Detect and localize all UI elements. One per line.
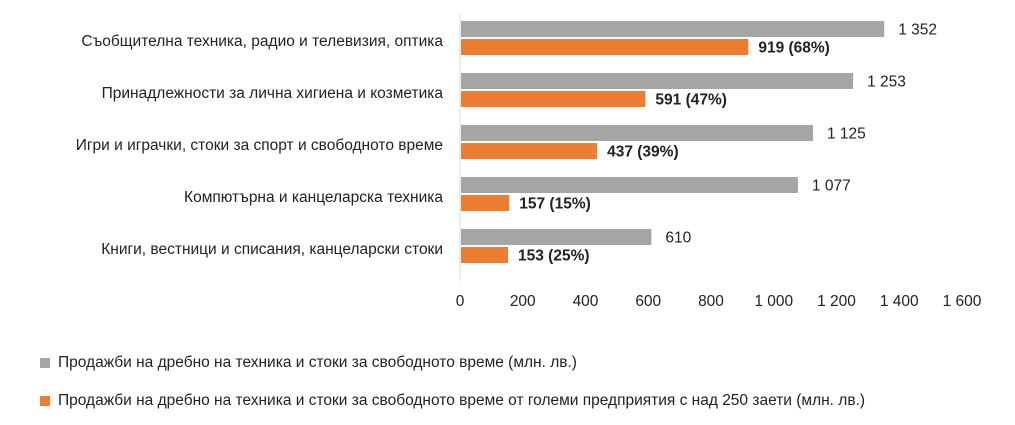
- x-tick-label: 600: [635, 293, 661, 310]
- bar-large-enterprises: [461, 39, 749, 55]
- data-label: 919 (68%): [758, 40, 830, 57]
- x-tick-label: 1 200: [817, 293, 856, 310]
- legend-label-series-2: Продажби на дребно на техника и стоки за…: [58, 392, 866, 409]
- category-labels: Съобщителна техника, радио и телевизия, …: [76, 33, 444, 258]
- x-tick-label: 0: [456, 293, 465, 310]
- x-tick-label: 200: [510, 293, 536, 310]
- data-labels: 1 352 919 (68%) 1 253 591 (47%) 1 125 437 (39…: [518, 22, 937, 265]
- bar-total: [461, 73, 854, 89]
- x-axis-tick-labels: 0 200 400 600 800 1 000 1 200 1 400 1 600: [456, 293, 982, 310]
- bar-large-enterprises: [461, 247, 509, 263]
- data-label: 1 077: [812, 178, 851, 195]
- bar-large-enterprises: [461, 195, 510, 211]
- legend-item-series-1: Продажби на дребно на техника и стоки за…: [40, 354, 577, 372]
- bar-large-enterprises: [461, 143, 598, 159]
- data-label: 1 253: [867, 74, 906, 91]
- x-tick-label: 400: [573, 293, 599, 310]
- category-label: Игри и играчки, стоки за спорт и свободн…: [76, 137, 443, 154]
- category-label: Книги, вестници и списания, канцеларски …: [101, 241, 443, 258]
- legend-item-series-2: Продажби на дребно на техника и стоки за…: [40, 392, 865, 410]
- bar-total: [461, 125, 813, 141]
- legend-swatch-orange: [40, 396, 50, 406]
- bar-total: [461, 229, 652, 245]
- category-label: Компютърна и канцеларска техника: [184, 189, 443, 206]
- bar-total: [461, 21, 885, 37]
- data-label: 591 (47%): [655, 92, 727, 109]
- data-label: 157 (15%): [519, 196, 591, 213]
- x-tick-label: 800: [698, 293, 724, 310]
- category-label: Принадлежности за лична хигиена и козмет…: [102, 85, 444, 102]
- data-label: 153 (25%): [518, 248, 590, 265]
- data-label: 1 352: [898, 22, 937, 39]
- x-tick-label: 1 400: [880, 293, 919, 310]
- x-tick-label: 1 000: [754, 293, 793, 310]
- x-tick-label: 1 600: [943, 293, 982, 310]
- bars: [461, 21, 885, 263]
- category-label: Съобщителна техника, радио и телевизия, …: [81, 33, 443, 50]
- bar-large-enterprises: [461, 91, 646, 107]
- data-label: 1 125: [827, 126, 866, 143]
- bar-total: [461, 177, 798, 193]
- legend-label-series-1: Продажби на дребно на техника и стоки за…: [58, 354, 577, 371]
- legend-swatch-gray: [40, 358, 50, 368]
- data-label: 610: [665, 230, 691, 247]
- data-label: 437 (39%): [607, 144, 679, 161]
